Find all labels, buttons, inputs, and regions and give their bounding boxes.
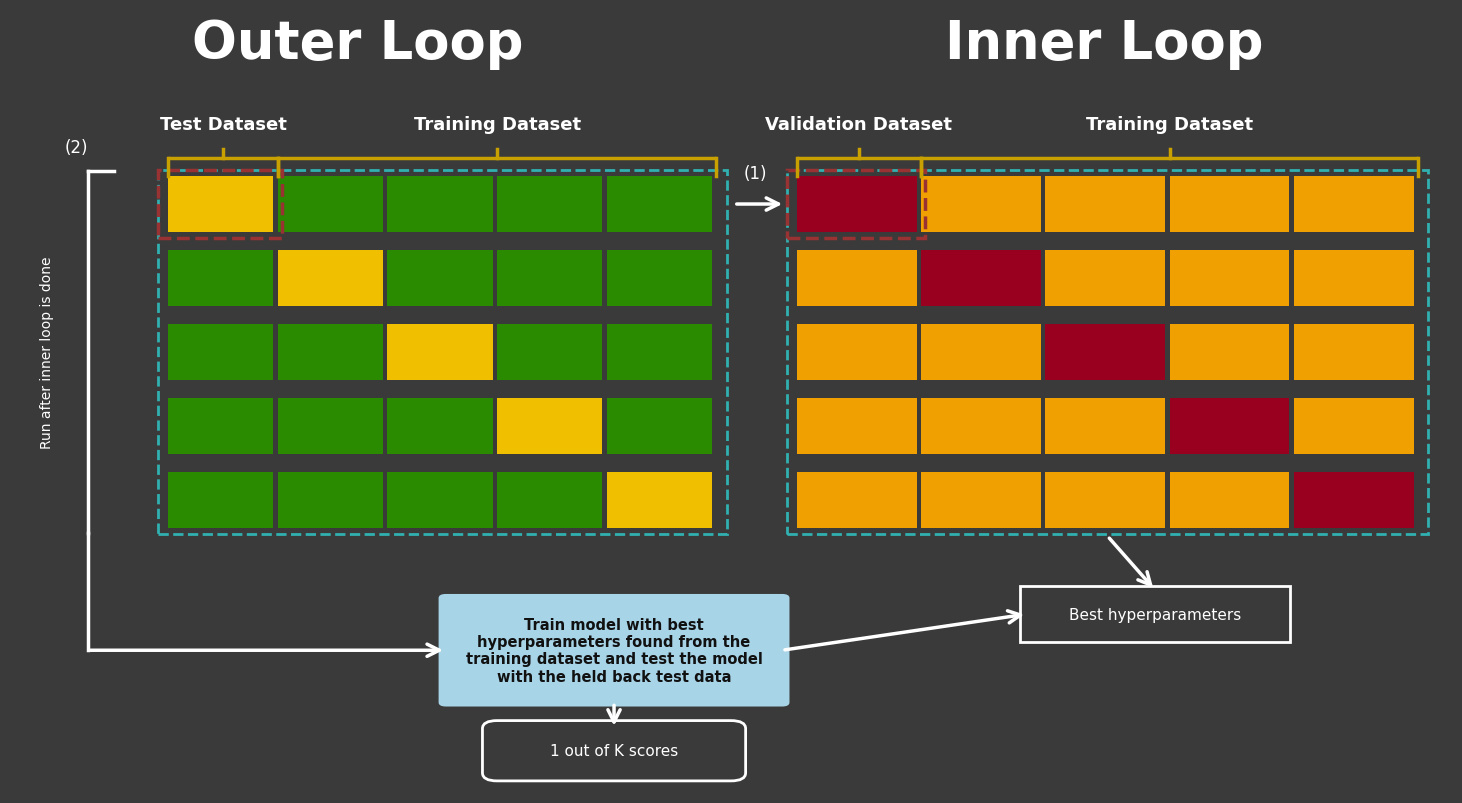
Bar (1294, 324, 1414, 381)
Bar (168, 324, 273, 381)
Bar (497, 398, 602, 454)
Text: Inner Loop: Inner Loop (944, 18, 1263, 70)
Bar (278, 177, 383, 233)
Bar (1045, 251, 1165, 307)
Bar (387, 177, 493, 233)
Text: (1): (1) (744, 165, 768, 183)
Bar (1294, 472, 1414, 528)
Bar (1045, 177, 1165, 233)
FancyBboxPatch shape (482, 721, 746, 781)
Bar (387, 472, 493, 528)
Bar (607, 398, 712, 454)
Text: 1 out of K scores: 1 out of K scores (550, 744, 678, 758)
Bar (1045, 324, 1165, 381)
Bar (797, 177, 917, 233)
Bar (278, 398, 383, 454)
Bar (158, 171, 282, 238)
Bar (158, 171, 727, 534)
Bar (787, 171, 925, 238)
Text: Run after inner loop is done: Run after inner loop is done (39, 256, 54, 449)
Text: Outer Loop: Outer Loop (193, 18, 523, 70)
Bar (1170, 251, 1289, 307)
FancyBboxPatch shape (439, 594, 789, 707)
Bar (168, 398, 273, 454)
Bar (168, 251, 273, 307)
Bar (607, 324, 712, 381)
Bar (607, 251, 712, 307)
Bar (1294, 177, 1414, 233)
Bar (387, 398, 493, 454)
Bar (797, 398, 917, 454)
Bar (387, 251, 493, 307)
Bar (278, 251, 383, 307)
FancyBboxPatch shape (1020, 586, 1291, 642)
Bar (497, 251, 602, 307)
Bar (797, 251, 917, 307)
Bar (497, 472, 602, 528)
Bar (1170, 398, 1289, 454)
Bar (921, 398, 1041, 454)
Bar (921, 177, 1041, 233)
Bar (607, 177, 712, 233)
Bar (168, 177, 273, 233)
Text: Train model with best
hyperparameters found from the
training dataset and test t: Train model with best hyperparameters fo… (465, 617, 763, 684)
Bar (497, 324, 602, 381)
Bar (278, 324, 383, 381)
Bar (787, 171, 1428, 534)
Bar (1045, 472, 1165, 528)
Bar (1294, 251, 1414, 307)
Bar (1170, 472, 1289, 528)
Bar (921, 251, 1041, 307)
Bar (387, 324, 493, 381)
Text: Validation Dataset: Validation Dataset (766, 116, 952, 134)
Bar (278, 472, 383, 528)
Text: Training Dataset: Training Dataset (414, 116, 580, 134)
Bar (797, 324, 917, 381)
Bar (797, 472, 917, 528)
Text: Best hyperparameters: Best hyperparameters (1069, 607, 1241, 622)
Bar (1170, 177, 1289, 233)
Bar (1045, 398, 1165, 454)
Bar (168, 472, 273, 528)
Text: (2): (2) (64, 139, 88, 157)
Bar (1294, 398, 1414, 454)
Bar (921, 324, 1041, 381)
Text: Training Dataset: Training Dataset (1086, 116, 1253, 134)
Bar (607, 472, 712, 528)
Bar (1170, 324, 1289, 381)
Text: Test Dataset: Test Dataset (159, 116, 287, 134)
Bar (497, 177, 602, 233)
Bar (921, 472, 1041, 528)
